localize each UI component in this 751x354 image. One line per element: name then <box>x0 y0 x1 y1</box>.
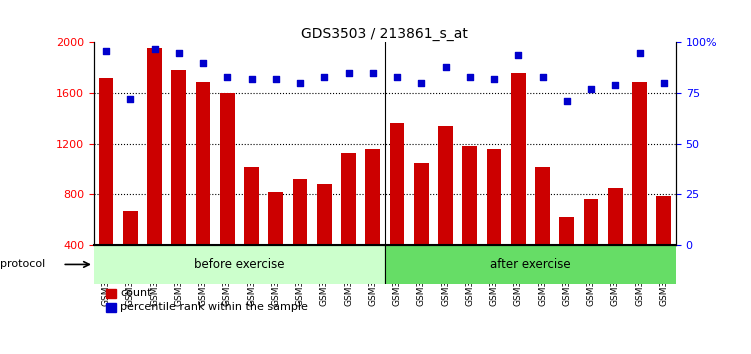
Bar <box>269 192 283 296</box>
Bar <box>317 184 331 296</box>
Bar <box>196 82 210 296</box>
Bar <box>385 245 676 284</box>
Bar <box>632 82 647 296</box>
Point <box>124 96 136 102</box>
Point <box>561 98 573 104</box>
Text: protocol: protocol <box>0 259 45 269</box>
Point <box>270 76 282 82</box>
Bar <box>487 149 502 296</box>
Point <box>585 86 597 92</box>
Point <box>342 70 354 76</box>
Bar <box>147 47 161 296</box>
Bar <box>293 179 307 296</box>
Bar <box>439 126 453 296</box>
Point <box>415 80 427 86</box>
Point <box>658 80 670 86</box>
Point <box>197 60 209 65</box>
Bar <box>366 149 380 296</box>
Bar <box>535 166 550 296</box>
Text: percentile rank within the sample: percentile rank within the sample <box>120 302 308 312</box>
Bar <box>511 73 526 296</box>
Point <box>536 74 548 80</box>
Point <box>464 74 476 80</box>
Point <box>634 50 646 56</box>
Bar <box>105 289 116 298</box>
Bar <box>608 188 623 296</box>
Point <box>439 64 451 70</box>
Point <box>609 82 621 88</box>
Text: count: count <box>120 288 152 298</box>
Title: GDS3503 / 213861_s_at: GDS3503 / 213861_s_at <box>301 28 469 41</box>
Point <box>366 70 379 76</box>
Bar <box>220 93 234 296</box>
Bar <box>390 124 404 296</box>
Point <box>391 74 403 80</box>
Bar <box>463 146 477 296</box>
Bar <box>559 217 574 296</box>
Text: before exercise: before exercise <box>194 258 285 271</box>
Bar <box>171 70 186 296</box>
Bar <box>414 163 429 296</box>
Point <box>488 76 500 82</box>
Bar <box>341 153 356 296</box>
Point <box>512 52 524 57</box>
Bar <box>656 196 671 296</box>
Bar <box>244 166 259 296</box>
Point <box>318 74 330 80</box>
Bar <box>105 303 116 312</box>
Bar <box>98 78 113 296</box>
Point <box>173 50 185 56</box>
Point <box>149 46 161 51</box>
Bar <box>584 199 599 296</box>
Point <box>100 48 112 53</box>
Text: after exercise: after exercise <box>490 258 571 271</box>
Bar <box>123 211 137 296</box>
Point <box>246 76 258 82</box>
Point <box>294 80 306 86</box>
Point <box>222 74 234 80</box>
Bar <box>94 245 385 284</box>
